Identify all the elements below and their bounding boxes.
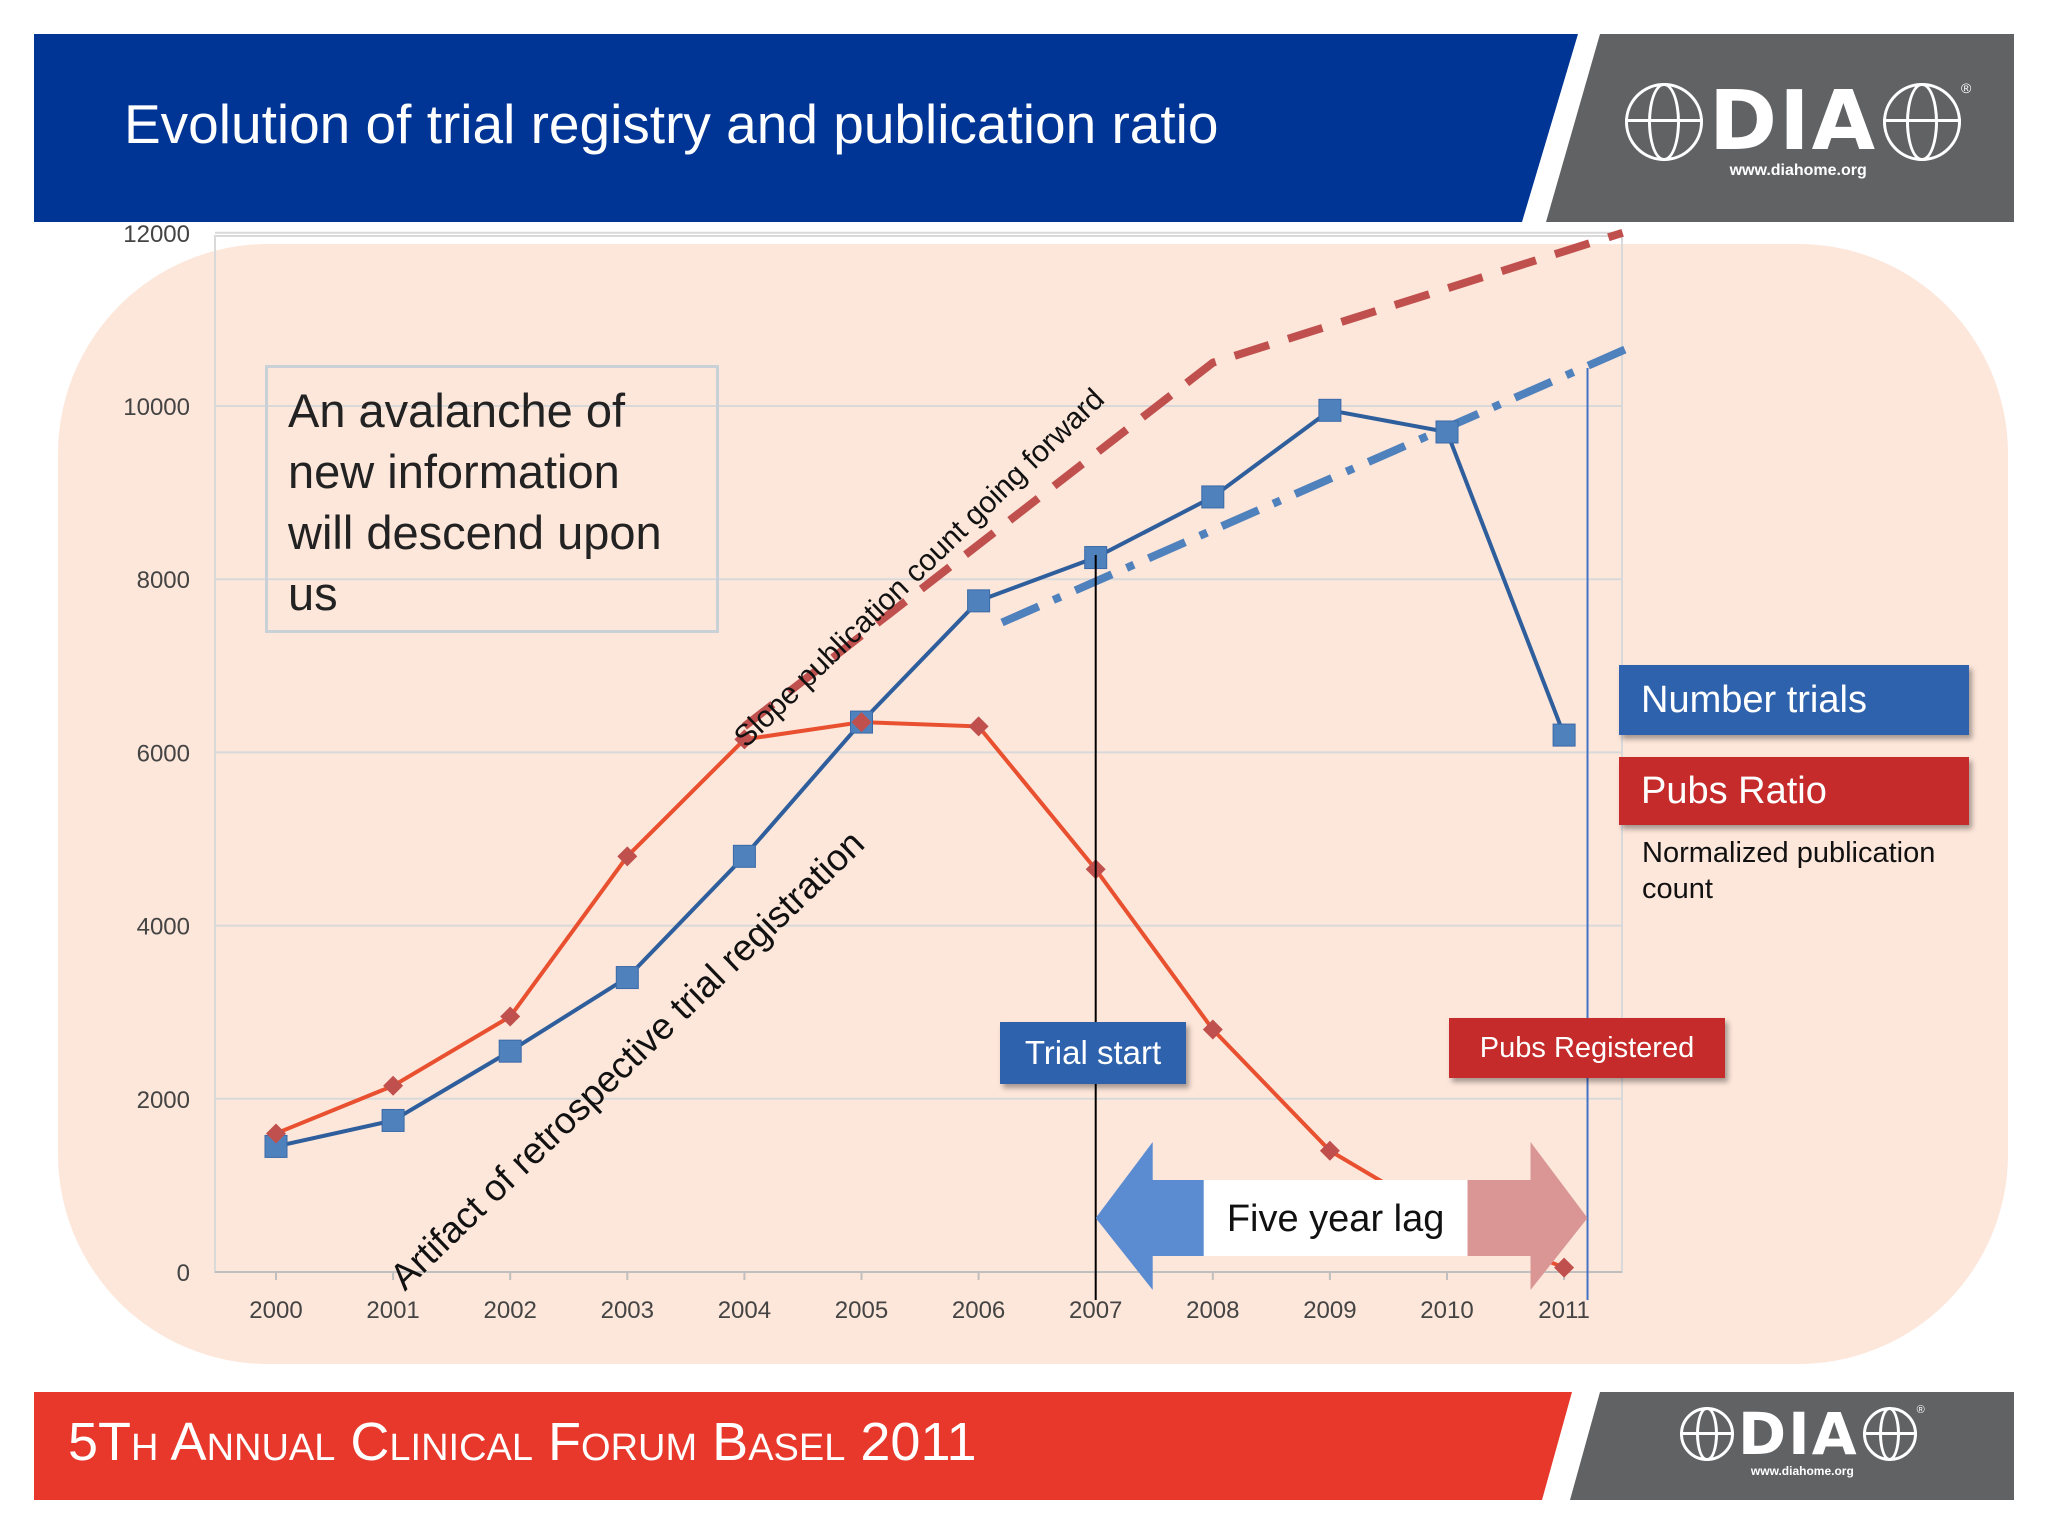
globe-icon [1862, 1407, 1917, 1461]
y-tick-label: 6000 [137, 740, 190, 767]
x-tick-label: 2000 [249, 1297, 302, 1324]
footer-prefix: 5 [68, 1412, 99, 1472]
number-trials-point [615, 966, 639, 990]
globe-icon [1883, 83, 1962, 161]
pubs-ratio-point [383, 1075, 404, 1096]
normalized-note: Normalized publication count [1642, 837, 1936, 905]
number-trials-point [967, 589, 991, 613]
x-tick-label: 2005 [835, 1297, 888, 1324]
y-tick-label: 12000 [123, 221, 190, 248]
x-tick-label: 2001 [366, 1297, 419, 1324]
footer-word-small: ORUM [581, 1427, 698, 1469]
globe-icon [1625, 83, 1703, 161]
legend-pubs-ratio-label: Pubs Ratio [1641, 769, 1827, 812]
footer-conference-title: 5TH ANNUAL CLINICAL FORUM BASEL 2011 [68, 1411, 977, 1473]
x-tick-label: 2006 [952, 1297, 1005, 1324]
number-trials-point [498, 1039, 522, 1063]
x-tick-label: 2009 [1303, 1297, 1356, 1324]
slide-title: Evolution of trial registry and publicat… [124, 93, 1219, 155]
pubs-ratio-point [617, 846, 638, 867]
pubs-ratio-point [1202, 1019, 1223, 1040]
footer-word-big: F [548, 1412, 582, 1472]
logo-url: www.diahome.org [1729, 162, 1867, 179]
pubs-ratio-point [1319, 1140, 1340, 1161]
avalanche-quote-box: An avalanche of new information will des… [265, 365, 719, 633]
slope-trend-line [741, 228, 1624, 730]
registered-mark: ® [1961, 80, 1972, 96]
lag-arrow-right [1467, 1142, 1588, 1290]
pubs-ratio-point [500, 1006, 521, 1027]
legend-pubs-ratio: Pubs Ratio [1619, 757, 1969, 825]
x-tick-label: 2011 [1538, 1297, 1590, 1324]
legend-number-trials-label: Number trials [1641, 678, 1867, 721]
number-trials-point [732, 844, 756, 868]
pubs-ratio-point [968, 716, 989, 737]
footer-word-big: C [350, 1412, 390, 1472]
x-tick-label: 2010 [1420, 1297, 1473, 1324]
pubs-registered-label: Pubs Registered [1449, 1018, 1725, 1078]
trials-trend-line [1000, 341, 1636, 627]
dia-logo-footer[interactable]: DIA ® www.diahome.org [1680, 1404, 1925, 1478]
lag-label-text: Five year lag [1227, 1198, 1445, 1240]
pubs-ratio-line [275, 720, 1565, 1270]
pubs-ratio-point [266, 1123, 286, 1144]
number-trials-point [1552, 723, 1576, 747]
footer-word-big: B [712, 1412, 749, 1472]
globe-icon [1680, 1407, 1734, 1461]
y-tick-label: 10000 [123, 394, 190, 421]
x-tick-label: 2003 [601, 1297, 654, 1324]
quote-line: will descend upon [288, 506, 662, 559]
lag-label-box [1203, 1180, 1468, 1256]
logo-url: www.diahome.org [1750, 1464, 1854, 1478]
background-blob [58, 244, 2008, 1364]
x-tick-label: 2007 [1069, 1297, 1122, 1324]
pubs-ratio-point [851, 712, 872, 733]
footer-word-small: ASEL [748, 1427, 846, 1469]
pubs-ratio-point [734, 729, 755, 750]
footer-word-big: T [98, 1412, 132, 1472]
pubs-ratio-point [1554, 1257, 1575, 1278]
quote-line: An avalanche of [288, 384, 626, 437]
footer-word-small: H [131, 1427, 159, 1469]
footer-word-small: NNUAL [206, 1427, 336, 1469]
quote-line: us [288, 567, 338, 620]
footer-word-big: A [170, 1412, 207, 1472]
pubs-registered-text: Pubs Registered [1479, 1031, 1695, 1064]
number-trials-point [1435, 420, 1459, 444]
y-tick-label: 0 [177, 1260, 190, 1287]
number-trials-point [1201, 485, 1225, 509]
trial-start-label: Trial start [1000, 1022, 1186, 1084]
logo-wordmark: DIA [1738, 1400, 1859, 1468]
quote-line: new information [288, 445, 620, 498]
lag-arrow-left [1095, 1142, 1236, 1290]
footer-word-small: LINICAL [389, 1427, 534, 1469]
number-trials-point [1318, 398, 1342, 422]
legend-number-trials: Number trials [1619, 665, 1969, 735]
logo-wordmark: DIA [1709, 74, 1878, 169]
y-tick-label: 8000 [137, 567, 190, 594]
y-tick-label: 4000 [137, 914, 190, 941]
x-tick-label: 2002 [484, 1297, 537, 1324]
x-tick-label: 2004 [718, 1297, 771, 1324]
x-tick-label: 2008 [1186, 1297, 1239, 1324]
footer-year: 2011 [860, 1412, 977, 1472]
trial-start-text: Trial start [1024, 1034, 1162, 1071]
y-tick-label: 2000 [137, 1087, 190, 1114]
registered-mark: ® [1916, 1404, 1925, 1416]
number-trials-line [275, 408, 1566, 1149]
number-trials-point [381, 1108, 405, 1132]
dia-logo-header[interactable]: DIA ® www.diahome.org [1625, 80, 1971, 180]
